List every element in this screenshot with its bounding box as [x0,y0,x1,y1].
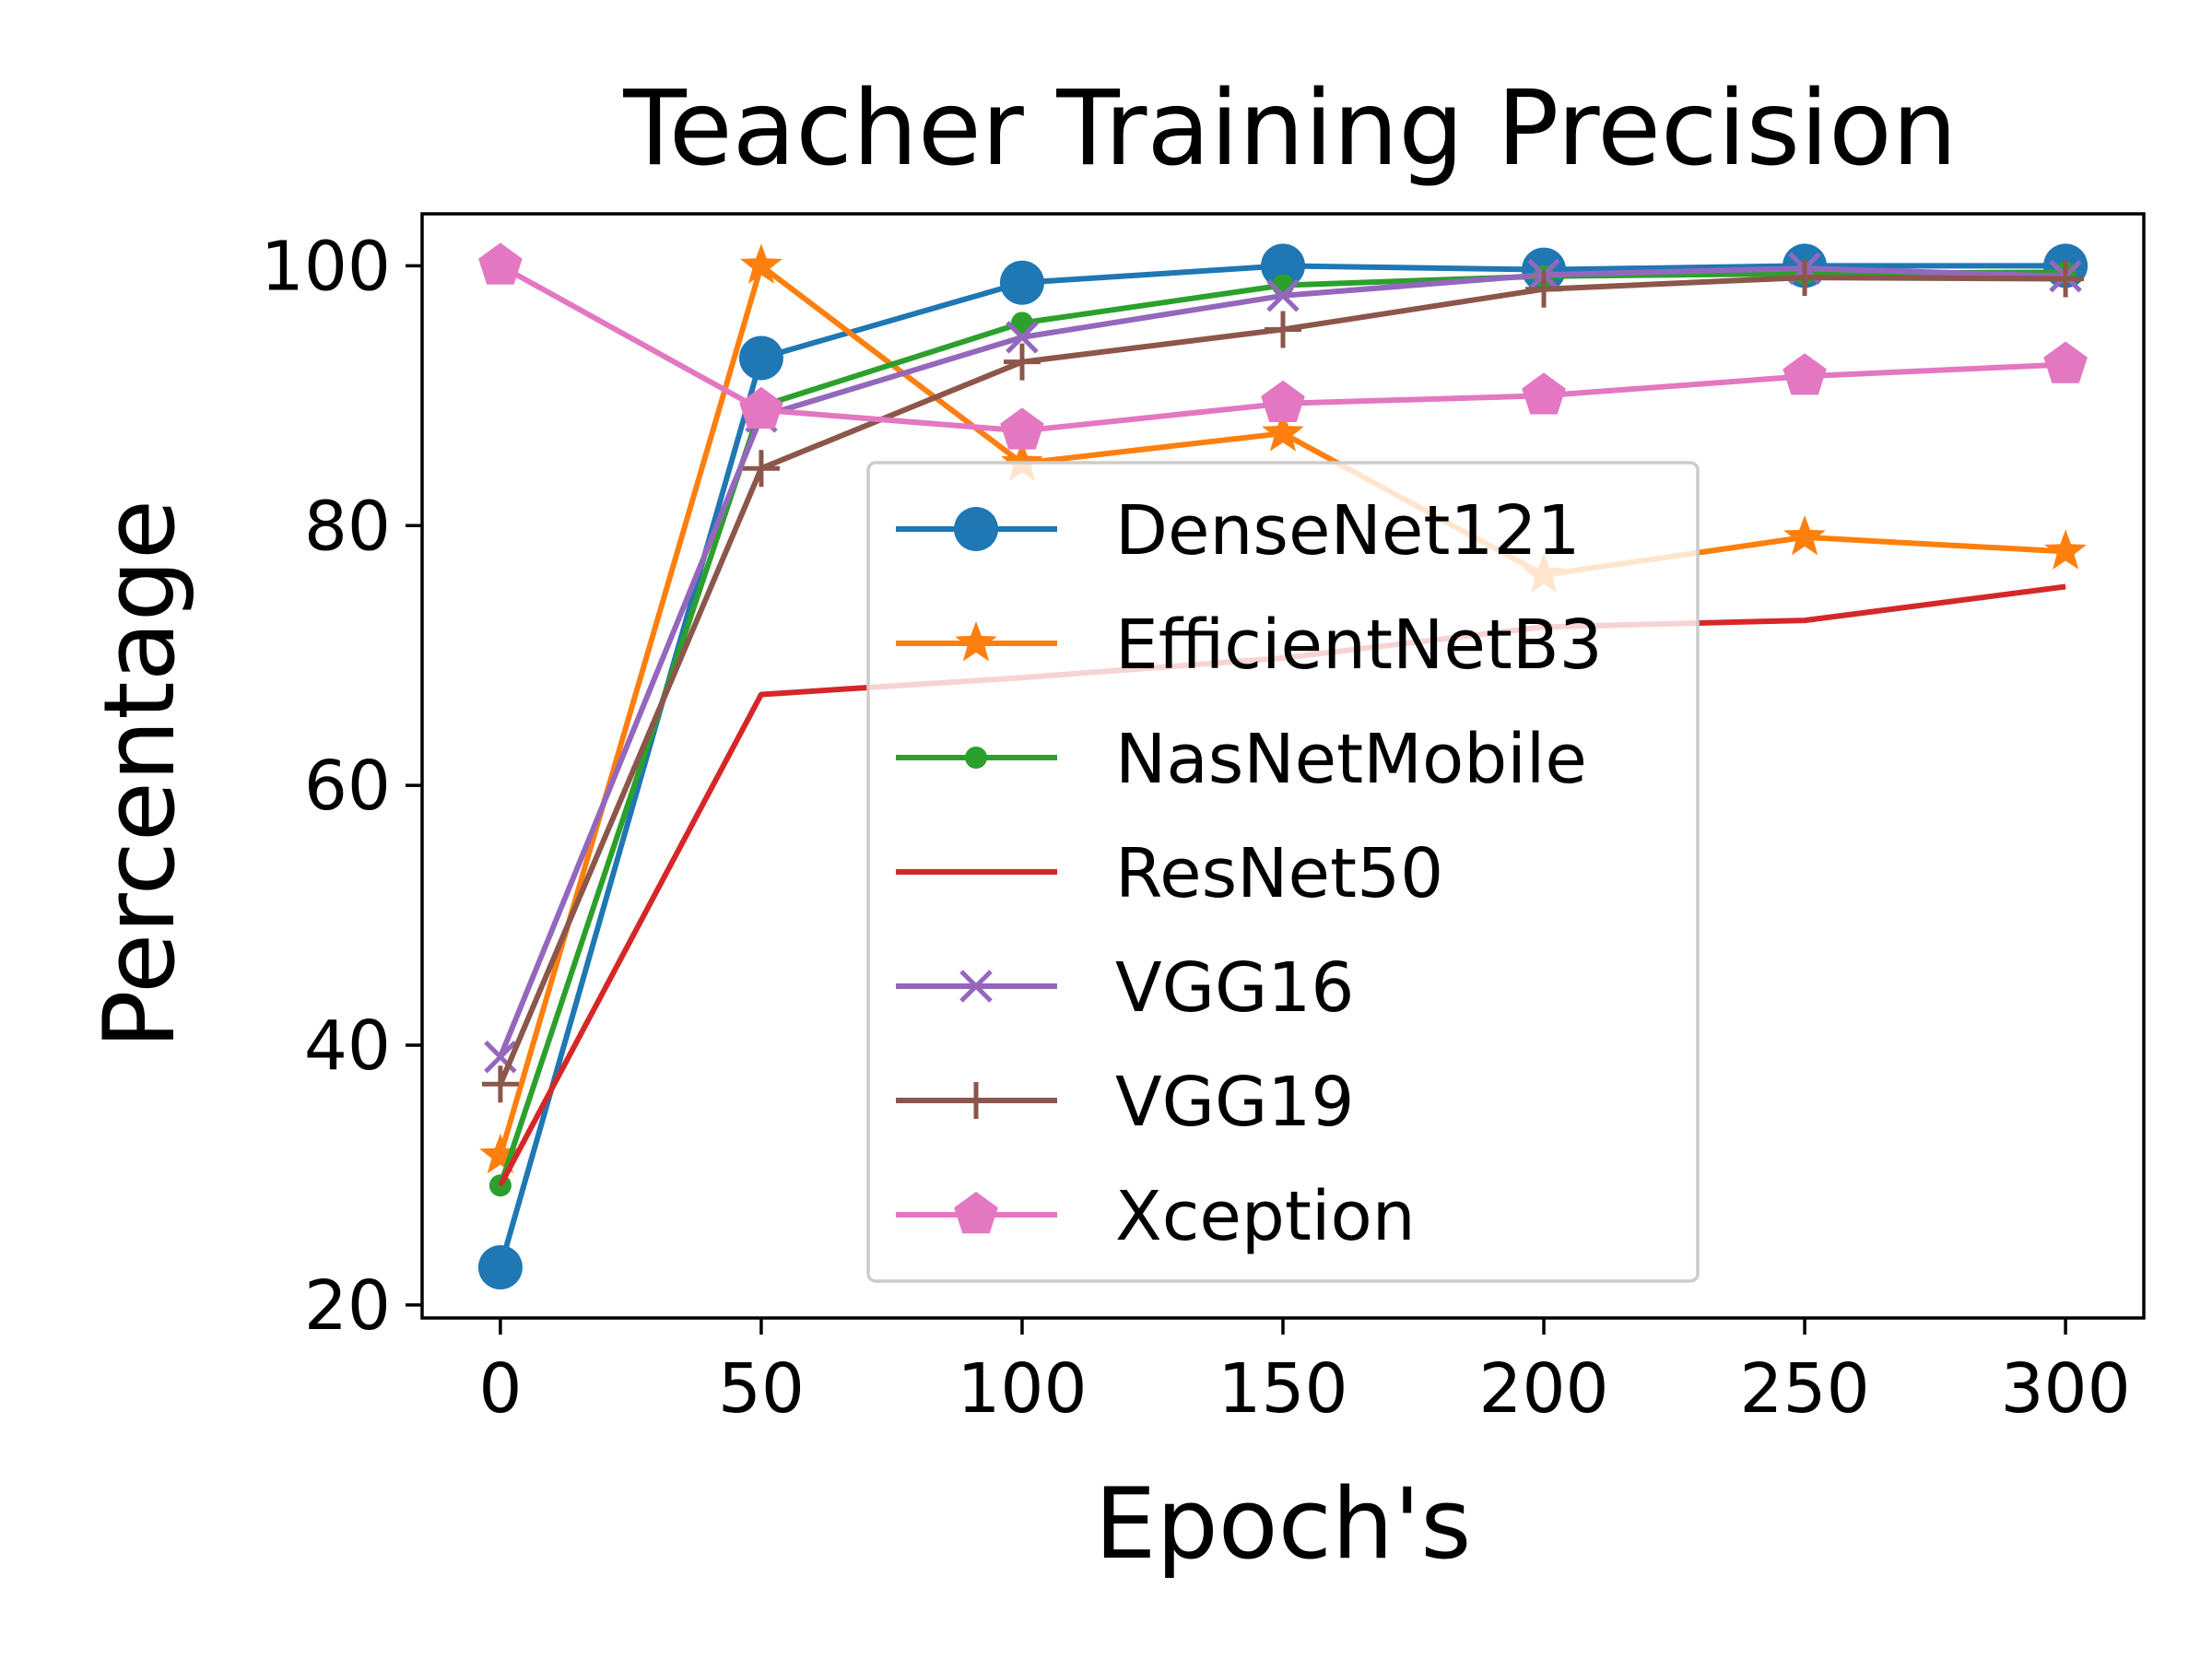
y-tick-label: 20 [304,1266,391,1346]
data-point [1006,321,1039,354]
x-tick-label: 0 [478,1349,522,1429]
series-xception [478,242,2088,450]
data-point [1786,259,1824,297]
data-point [742,450,780,488]
legend-marker [955,621,997,662]
legend-entry: VGG19 [896,1063,1354,1142]
x-axis-label: Epoch's [1095,1467,1472,1581]
data-point [1266,279,1300,312]
x-tick-label: 100 [957,1349,1087,1429]
data-point [1265,311,1301,348]
data-point [999,260,1044,305]
legend-entry: VGG16 [896,948,1354,1028]
legend: DenseNet121 EfficientNetB3 NasNetMobile Res… [866,461,1700,1283]
data-point [477,1245,523,1290]
series-vgg19 [481,259,2085,1103]
legend-marker [958,1082,994,1119]
x-tick-label: 150 [1218,1349,1347,1429]
y-tick-label: 60 [304,747,391,826]
data-point [740,243,782,284]
chart-title: Teacher Training Precision [622,69,1957,189]
legend-label: Xception [1115,1177,1416,1256]
plot-area: 0 50 100 150 200 250 300 20 40 60 80 100 [261,212,2146,1429]
x-tick-label: 50 [718,1349,805,1429]
data-point [481,1065,519,1103]
y-tick-label: 100 [261,227,391,306]
legend-marker [954,1192,998,1234]
data-point [2047,260,2085,298]
y-axis-label: Percentage [83,500,196,1049]
legend-box [866,461,1700,1283]
legend-marker [954,507,998,551]
data-point [1525,270,1563,308]
data-point [1003,343,1041,381]
data-point [1783,514,1826,556]
legend-label: EfficientNetB3 [1115,606,1603,685]
data-point [478,242,523,285]
data-point [739,386,783,429]
data-point [1262,411,1304,452]
legend-label: DenseNet121 [1115,491,1581,571]
legend-entry: EfficientNetB3 [896,606,1603,685]
x-tick-label: 200 [1478,1349,1608,1429]
data-point [479,1133,522,1174]
data-point [1261,380,1305,422]
legend-marker [959,970,993,1003]
data-point [2044,529,2087,570]
x-tick-label: 300 [2000,1349,2130,1429]
legend-label: NasNetMobile [1115,720,1587,799]
legend-entry: DenseNet121 [896,491,1581,571]
legend-label: VGG16 [1115,948,1354,1028]
legend-entry: NasNetMobile [896,720,1587,799]
y-tick-label: 80 [304,487,391,566]
legend-entry: ResNet50 [896,834,1443,913]
x-tick-label: 250 [1739,1349,1869,1429]
legend-label: ResNet50 [1115,834,1443,913]
data-point [2043,341,2088,383]
data-point [738,335,783,381]
legend-entry: Xception [896,1177,1416,1256]
data-point [1783,353,1827,395]
data-point [1000,407,1044,450]
data-point [1261,243,1305,288]
data-point [1522,372,1566,415]
legend-label: VGG19 [1115,1063,1354,1142]
data-point [488,1174,512,1197]
legend-marker [965,747,987,769]
y-tick-label: 40 [304,1006,391,1086]
